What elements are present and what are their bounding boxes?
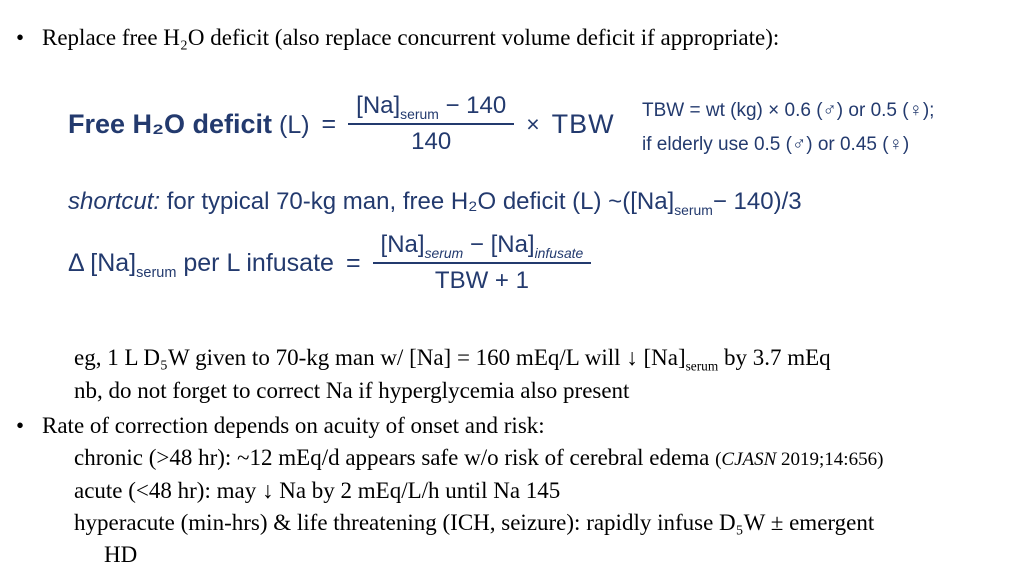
shortcut-label: shortcut:	[68, 188, 161, 215]
serum-subscript: serum	[674, 201, 713, 218]
na-infusate-bracket: [Na]	[490, 231, 535, 258]
formula-lhs-bold: Free H₂O deficit	[68, 108, 273, 139]
delta-na-bracket: Δ [Na]	[68, 248, 137, 277]
equals-sign: =	[321, 109, 337, 138]
tbw-note: TBW = wt (kg) × 0.6 (♂) or 0.5 (♀); if e…	[642, 94, 934, 162]
fraction-numerator: [Na]serum − [Na]infusate	[372, 231, 592, 264]
cite-open-paren: (	[715, 449, 722, 470]
eg-line: eg, 1 L D₅W given to 70-kg man w/ [Na] =…	[74, 344, 831, 373]
eg-line-post: by 3.7 mEq	[718, 345, 831, 370]
serum-subscript: serum	[424, 244, 464, 261]
fraction-denominator: 140	[411, 128, 452, 155]
shortcut-body: for typical 70-kg man, free H₂O deficit …	[160, 188, 675, 215]
fraction-numerator: [Na]serum − 140	[348, 92, 515, 125]
serum-subscript: serum	[136, 264, 177, 281]
serum-subscript: serum	[685, 358, 719, 374]
acute-line: acute (<48 hr): may ↓ Na by 2 mEq/L/h un…	[74, 478, 561, 503]
na-bracket: [Na]	[356, 92, 401, 119]
delta-lhs: Δ [Na]serum per L infusate	[68, 248, 334, 281]
chronic-line: chronic (>48 hr): ~12 mEq/d appears safe…	[74, 444, 883, 473]
numerator-tail: − 140	[438, 92, 507, 119]
cite-volume-page: 2019;14:656)	[776, 449, 884, 470]
infusate-subscript: infusate	[534, 244, 584, 261]
per-l-infusate-label: per L infusate	[176, 248, 334, 277]
formula-lhs: Free H₂O deficit (L)	[68, 109, 310, 140]
bullet-icon: •	[16, 25, 25, 50]
fraction-na-over-140: [Na]serum − 140 140	[348, 92, 515, 156]
serum-subscript: serum	[400, 105, 439, 122]
bullet-icon: •	[16, 413, 25, 438]
chronic-body: chronic (>48 hr): ~12 mEq/d appears safe…	[74, 445, 716, 470]
fraction-delta-na: [Na]serum − [Na]infusate TBW + 1	[372, 231, 592, 295]
shortcut-tail: − 140)/3	[712, 188, 802, 215]
shortcut-line: shortcut: for typical 70-kg man, free H₂…	[68, 188, 802, 218]
tbw-note-line1: TBW = wt (kg) × 0.6 (♂) or 0.5 (♀);	[642, 100, 935, 121]
multiply-sign: ×	[526, 110, 540, 137]
line-rate-of-correction: Rate of correction depends on acuity of …	[42, 413, 545, 438]
line-replace-free-water: Replace free H₂O deficit (also replace c…	[42, 25, 780, 50]
delta-na-formula: Δ [Na]serum per L infusate = [Na]serum −…	[68, 231, 592, 295]
tbw-label: TBW	[551, 108, 615, 139]
fraction-denominator: TBW + 1	[434, 267, 529, 294]
minus-sign: −	[463, 231, 491, 258]
na-serum-bracket: [Na]	[380, 231, 425, 258]
tbw-note-line2: if elderly use 0.5 (♂) or 0.45 (♀)	[642, 134, 910, 155]
nb-line: nb, do not forget to correct Na if hyper…	[74, 378, 630, 403]
journal-citation: (CJASN 2019;14:656)	[715, 449, 883, 470]
hd-continuation-line: HD	[104, 542, 138, 567]
cite-journal-name: CJASN	[721, 449, 777, 470]
formula-lhs-unit: (L)	[272, 110, 310, 139]
eg-line-pre: eg, 1 L D₅W given to 70-kg man w/ [Na] =…	[74, 345, 686, 370]
free-water-deficit-formula: Free H₂O deficit (L) = [Na]serum − 140 1…	[68, 92, 615, 156]
equals-sign: =	[345, 248, 361, 277]
hyperacute-line: hyperacute (min-hrs) & life threatening …	[74, 510, 875, 535]
